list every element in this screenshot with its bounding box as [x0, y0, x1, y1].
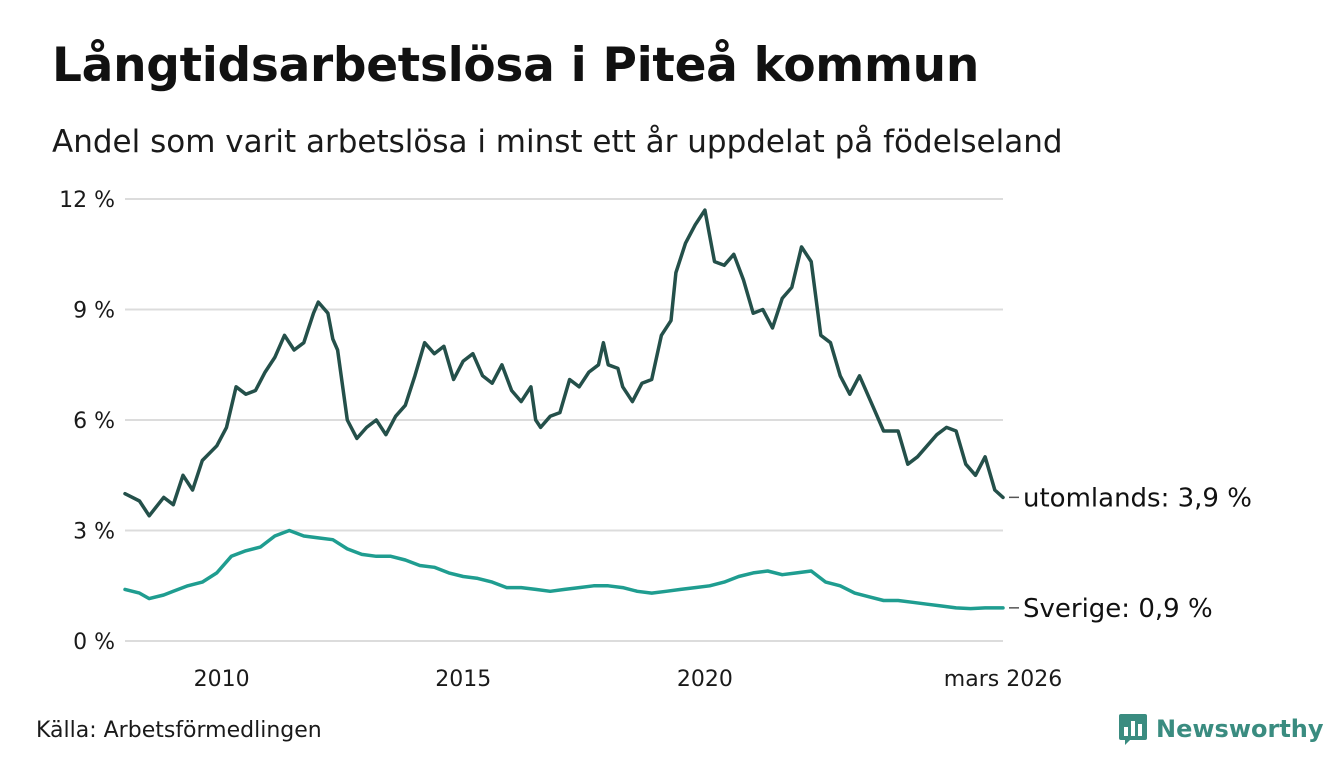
end-label-utomlands: utomlands: 3,9 % — [1023, 483, 1252, 513]
end-label-sverige: Sverige: 0,9 % — [1023, 594, 1213, 624]
x-tick-label: 2010 — [194, 667, 250, 692]
y-tick-label: 6 % — [73, 409, 115, 434]
chart-title: Långtidsarbetslösa i Piteå kommun — [52, 38, 979, 93]
end-labels: utomlands: 3,9 % Sverige: 0,9 % — [1009, 483, 1252, 624]
source-note: Källa: Arbetsförmedlingen — [36, 718, 322, 743]
brand-name: Newsworthy — [1156, 715, 1324, 743]
x-tick-label: 2015 — [435, 667, 491, 692]
series-lines — [123, 208, 1005, 611]
x-tick-label: 2020 — [677, 667, 733, 692]
y-tick-label: 9 % — [73, 299, 115, 324]
newsworthy-logo: Newsworthy — [1118, 712, 1324, 746]
y-tick-label: 0 % — [73, 630, 115, 655]
y-axis-ticks: 0 % 3 % 6 % 9 % 12 % — [59, 188, 115, 655]
series-line-utomlands — [123, 208, 1005, 518]
y-tick-label: 12 % — [59, 188, 115, 213]
chart-subtitle: Andel som varit arbetslösa i minst ett å… — [52, 124, 1063, 160]
x-axis-ticks: 2010 2015 2020 mars 2026 — [194, 667, 1063, 692]
bar-chart-icon — [1119, 714, 1147, 745]
x-tick-label: mars 2026 — [944, 667, 1062, 692]
y-tick-label: 3 % — [73, 520, 115, 545]
grid-lines — [125, 198, 1003, 642]
series-line-sverige — [123, 528, 1005, 611]
